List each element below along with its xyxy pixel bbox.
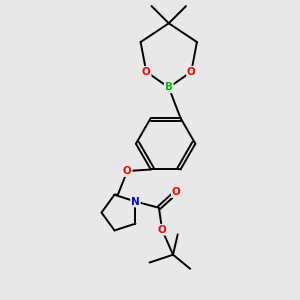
Text: N: N [131, 196, 140, 206]
Text: B: B [165, 82, 173, 92]
Text: O: O [158, 225, 167, 235]
Text: O: O [187, 67, 196, 77]
Text: O: O [142, 67, 151, 77]
Text: O: O [172, 187, 181, 197]
Text: O: O [123, 166, 132, 176]
